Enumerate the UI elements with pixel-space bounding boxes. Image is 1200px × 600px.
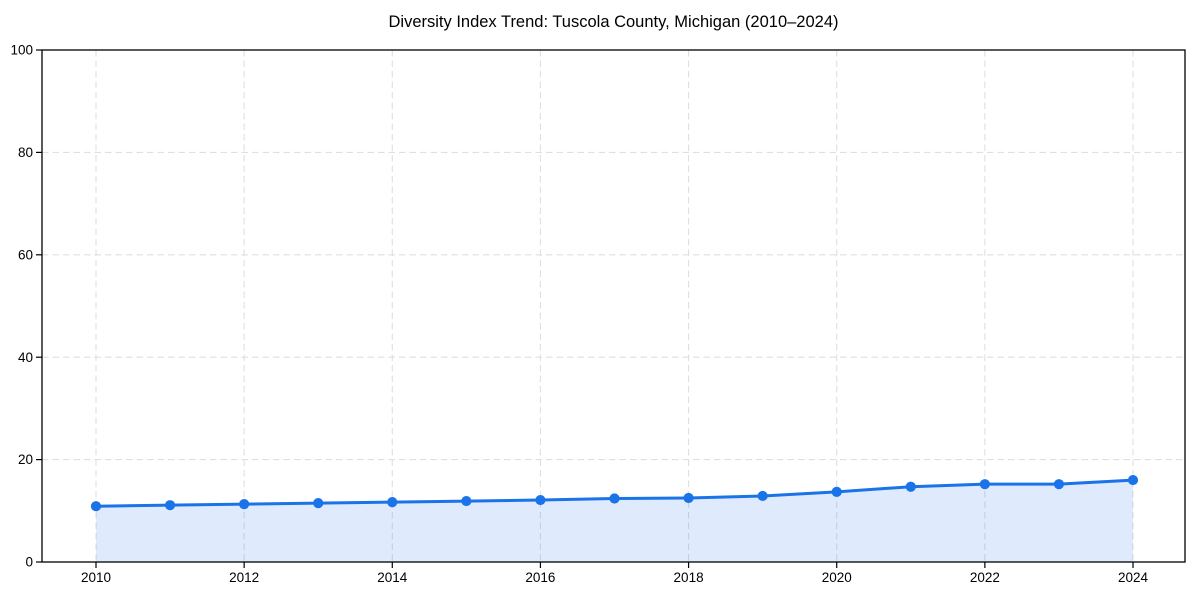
x-tick-label: 2012 — [229, 570, 259, 585]
x-tick-label: 2024 — [1118, 570, 1149, 585]
data-point-marker — [905, 481, 916, 492]
chart-title: Diversity Index Trend: Tuscola County, M… — [388, 13, 839, 31]
data-point-marker — [831, 486, 842, 497]
axes-frame — [41, 49, 1186, 563]
data-point-marker — [164, 500, 176, 511]
x-tick-label: 2018 — [674, 570, 704, 585]
data-point-marker — [979, 479, 990, 490]
y-tick-label: 0 — [25, 555, 33, 570]
y-tick-label: 20 — [18, 452, 33, 467]
data-point-marker — [1127, 474, 1139, 486]
data-point-marker — [683, 492, 694, 504]
y-tick-label: 100 — [10, 43, 33, 58]
y-tick-label: 60 — [18, 247, 33, 262]
data-point-marker — [461, 495, 472, 507]
data-point-marker — [387, 496, 398, 508]
x-tick-label: 2014 — [377, 570, 408, 585]
data-point-marker — [313, 498, 324, 509]
x-tick-label: 2010 — [81, 570, 111, 585]
data-point-marker — [609, 493, 620, 504]
data-point-marker — [239, 499, 250, 510]
data-point-marker — [90, 501, 102, 512]
y-tick-label: 40 — [18, 350, 33, 365]
data-point-marker — [1053, 479, 1065, 490]
y-tick-label: 80 — [18, 145, 33, 160]
area-fill — [96, 480, 1133, 562]
data-point-marker — [535, 494, 546, 506]
x-tick-label: 2022 — [970, 570, 1000, 585]
x-tick-label: 2016 — [525, 570, 555, 585]
data-point-marker — [757, 490, 768, 502]
x-tick-label: 2020 — [822, 570, 852, 585]
